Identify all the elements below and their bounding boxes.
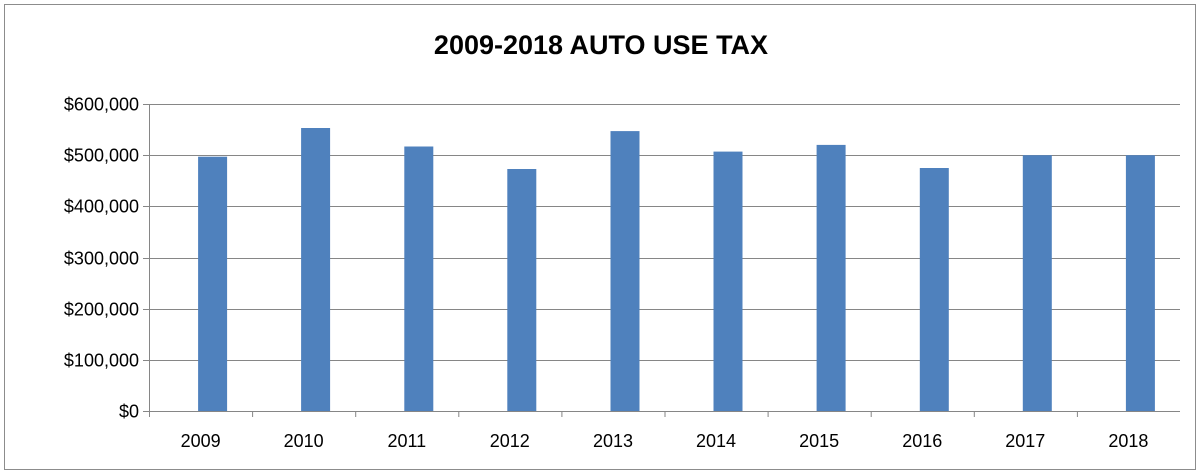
y-tick-label: $500,000 xyxy=(64,146,139,166)
x-tick-label: 2013 xyxy=(593,431,633,451)
y-tick-label: $200,000 xyxy=(64,300,139,320)
bar-2018 xyxy=(1125,155,1155,411)
x-tick-label: 2009 xyxy=(181,431,221,451)
x-tick-label: 2014 xyxy=(696,431,736,451)
bar-2013 xyxy=(610,131,640,411)
y-tick-labels: $0 $100,000 $200,000 $300,000 $400,000 $500,0… xyxy=(64,95,139,422)
x-tick-label: 2012 xyxy=(490,431,530,451)
y-tick-label: $0 xyxy=(119,402,139,422)
x-tick-label: 2017 xyxy=(1005,431,1045,451)
x-tick-label: 2010 xyxy=(284,431,324,451)
y-tick-label: $100,000 xyxy=(64,351,139,371)
bars xyxy=(198,128,1155,411)
bar-2017 xyxy=(1022,155,1052,411)
bar-2015 xyxy=(816,144,846,411)
bar-2011 xyxy=(404,146,434,411)
bar-2010 xyxy=(301,128,331,411)
chart-title: 2009-2018 AUTO USE TAX xyxy=(433,30,769,60)
x-tick-label: 2016 xyxy=(902,431,942,451)
bar-2016 xyxy=(919,168,949,411)
x-tick-label: 2011 xyxy=(387,431,426,451)
bar-2009 xyxy=(198,156,228,411)
bar-2012 xyxy=(507,169,537,411)
x-tick-labels: 2009 2010 2011 2012 2013 2014 2015 2016 2017 2018 xyxy=(181,431,1149,451)
x-tick-label: 2015 xyxy=(799,431,839,451)
y-tick-label: $300,000 xyxy=(64,249,139,269)
x-tick-label: 2018 xyxy=(1108,431,1148,451)
bar-2014 xyxy=(713,151,743,411)
axes xyxy=(143,104,1180,417)
y-tick-label: $600,000 xyxy=(64,95,139,115)
y-tick-label: $400,000 xyxy=(64,197,139,217)
